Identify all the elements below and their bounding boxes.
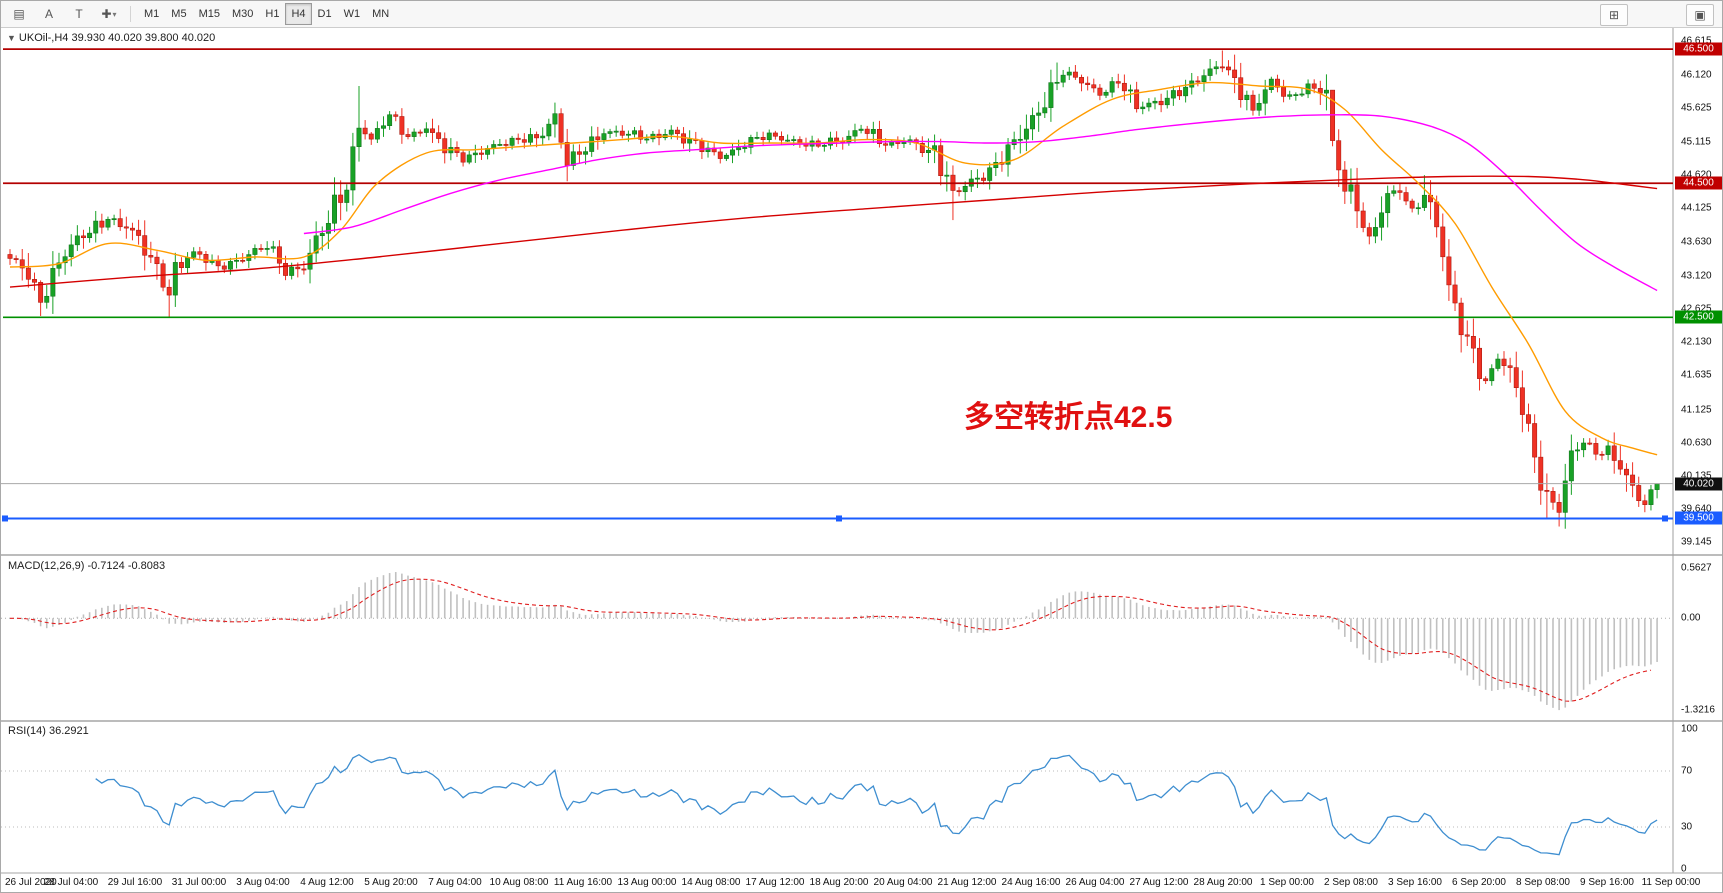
price-axis-label: 43.630 [1681,236,1712,248]
time-axis-label: 10 Aug 08:00 [489,877,549,888]
chart-annotation-text[interactable]: 多空转折点42.5 [964,401,1173,434]
rsi-axis-label: 0 [1681,863,1687,875]
timeframe-d1[interactable]: D1 [317,8,332,20]
time-axis-label: 29 Jul 16:00 [107,877,163,888]
time-axis-label: 26 Aug 04:00 [1065,877,1125,888]
macd-axis-label: 0.00 [1681,612,1701,624]
timeframe-m15[interactable]: M15 [198,8,220,20]
time-axis-label: 28 Jul 04:00 [43,877,99,888]
window-grid-icon[interactable]: ▤ [13,7,25,21]
time-axis-label: 5 Aug 20:00 [364,877,418,888]
price-badge-44.500: 44.500 [1675,176,1722,190]
symbol-header: ▼ UKOil-,H4 39.930 40.020 39.800 40.020 [7,32,215,44]
price-badge-42.500: 42.500 [1675,310,1722,324]
time-axis-label: 11 Sep 00:00 [1641,877,1701,888]
time-axis-label: 3 Sep 16:00 [1388,877,1442,888]
ma-slow-line [9,175,1658,288]
current-price-badge: 40.020 [1675,477,1722,491]
rsi-axis-label: 70 [1681,765,1693,777]
time-axis-label: 24 Aug 16:00 [1001,877,1061,888]
time-axis-label: 13 Aug 00:00 [617,877,677,888]
price-axis-label: 39.640 [1681,503,1712,515]
time-axis-label: 8 Sep 08:00 [1516,877,1570,888]
text-tool[interactable]: T [75,7,83,21]
macd-indicator-label: MACD(12,26,9) -0.7124 -0.8083 [8,560,166,572]
price-axis-label: 41.635 [1681,369,1712,381]
ma-fast-line [9,81,1658,456]
price-axis-label: 40.630 [1681,437,1712,449]
time-axis-label: 18 Aug 20:00 [809,877,869,888]
crosshair-tool[interactable]: ✚ ▾ [101,7,117,21]
timeframe-group: M1 M5 M15 M30 H1 H4 D1 W1 MN [138,3,395,25]
hline-39.500[interactable] [2,515,1673,522]
time-axis-label: 26 Jul 2020 [5,877,57,888]
time-axis-label: 17 Aug 12:00 [745,877,805,888]
collapse-chevron-icon[interactable]: ▼ [7,33,16,43]
price-axis-label: 42.130 [1681,336,1712,348]
timeframe-m5[interactable]: M5 [171,8,187,20]
time-axis-label: 21 Aug 12:00 [937,877,997,888]
hline-drag-handle[interactable] [1662,515,1668,522]
rsi-indicator-label: RSI(14) 36.2921 [8,725,89,737]
time-axis-label: 11 Aug 16:00 [553,877,613,888]
price-axis-label: 41.125 [1681,404,1712,416]
cursor-tool[interactable]: A [44,7,53,21]
time-axis-label: 14 Aug 08:00 [681,877,741,888]
toolbar-left-group: ▤ A T ✚ ▾ [5,3,123,25]
hline-drag-handle[interactable] [836,515,842,522]
time-axis-label: 1 Sep 00:00 [1260,877,1314,888]
rsi-axis-label: 100 [1681,723,1698,735]
ma-mid-line [303,114,1658,292]
rsi-line [95,753,1658,856]
chart-shift-icon[interactable]: ⊞ [1600,4,1628,26]
time-axis-label: 28 Aug 20:00 [1193,877,1253,888]
chart-expand-icon[interactable]: ▣ [1686,4,1714,26]
time-axis-label: 2 Sep 08:00 [1324,877,1378,888]
price-axis-label: 44.620 [1681,169,1712,181]
price-axis-label: 43.120 [1681,270,1712,282]
price-badge-46.500: 46.500 [1675,42,1722,56]
toolbar: ▤ A T ✚ ▾ M1 M5 M15 M30 H1 H4 D1 W1 MN ⊞ ▣ [1,1,1722,28]
time-axis-label: 31 Jul 00:00 [171,877,227,888]
rsi-axis-label: 30 [1681,821,1693,833]
price-axis-label: 40.135 [1681,470,1712,482]
candlestick-series [7,50,1660,529]
price-axis-label: 45.625 [1681,102,1712,114]
time-axis-label: 7 Aug 04:00 [428,877,482,888]
macd-histogram [15,572,1658,711]
timeframe-mn[interactable]: MN [372,8,390,20]
hline-drag-handle[interactable] [2,515,8,522]
price-badge-39.500: 39.500 [1675,511,1722,525]
timeframe-w1[interactable]: W1 [343,8,361,20]
symbol-quote-text: UKOil-,H4 39.930 40.020 39.800 40.020 [18,32,216,44]
timeframe-h1[interactable]: H1 [265,8,280,20]
time-axis-label: 9 Sep 16:00 [1580,877,1634,888]
price-axis-label: 44.125 [1681,202,1712,214]
macd-axis-label: 0.5627 [1681,562,1712,574]
timeframe-h4[interactable]: H4 [285,3,312,25]
timeframe-m30[interactable]: M30 [231,8,254,20]
price-axis-label: 42.625 [1681,303,1712,315]
time-axis-label: 4 Aug 12:00 [300,877,354,888]
time-axis-label: 27 Aug 12:00 [1129,877,1189,888]
time-axis-label: 20 Aug 04:00 [873,877,933,888]
macd-signal-line [9,578,1652,702]
price-axis-label: 39.145 [1681,536,1712,548]
price-axis-label: 46.120 [1681,69,1712,81]
time-axis-label: 6 Sep 20:00 [1452,877,1506,888]
toolbar-separator [130,6,131,22]
toolbar-right-group: ⊞ ▣ [1600,4,1714,26]
price-axis-label: 46.615 [1681,35,1712,47]
timeframe-m1[interactable]: M1 [144,8,160,20]
price-axis-label: 45.115 [1681,136,1711,148]
time-axis-label: 3 Aug 04:00 [236,877,290,888]
macd-axis-label: -1.3216 [1681,704,1715,716]
